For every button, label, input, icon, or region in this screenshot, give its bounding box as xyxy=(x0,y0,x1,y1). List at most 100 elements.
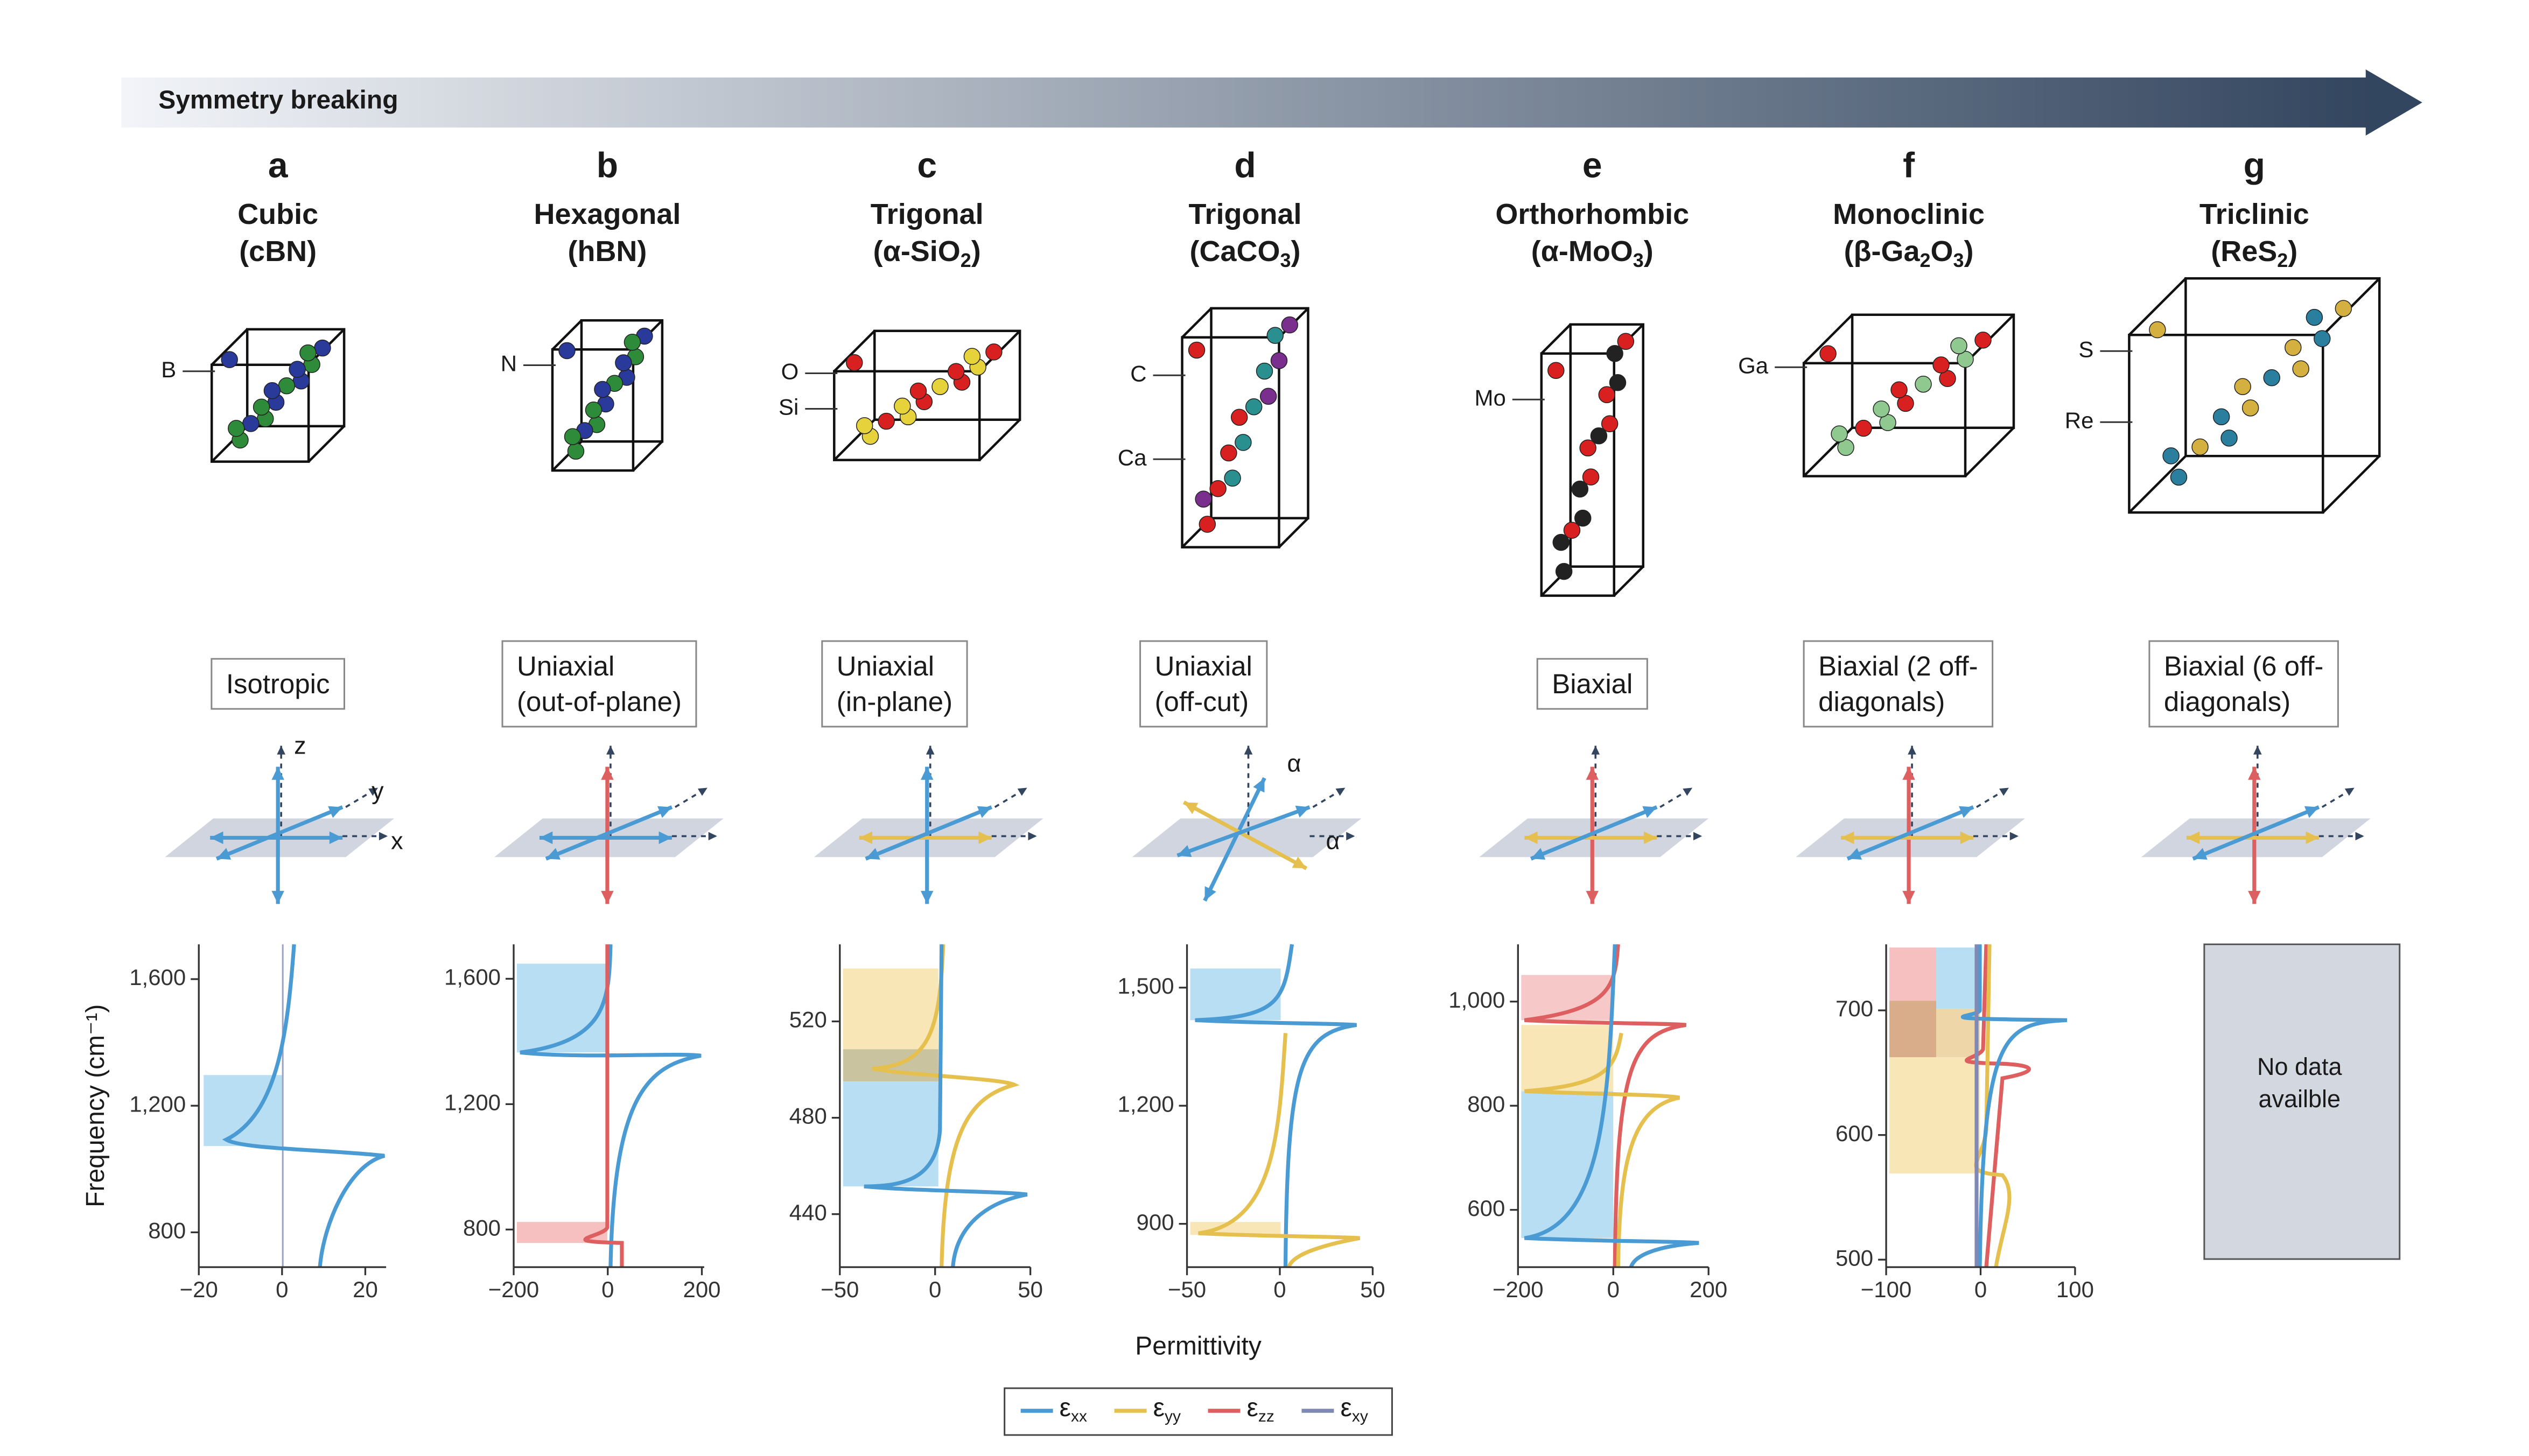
atom xyxy=(624,334,641,351)
atom-label: Re xyxy=(2065,407,2094,433)
atom xyxy=(1598,386,1616,403)
atom xyxy=(1579,439,1596,456)
atom xyxy=(221,351,238,368)
curve xyxy=(864,944,1028,1268)
cell-edge xyxy=(1540,323,1572,355)
symmetry-text: Uniaxial xyxy=(1155,651,1252,681)
legend-subscript: xx xyxy=(1071,1408,1087,1425)
y-tick-label: 800 xyxy=(463,1215,501,1240)
cell-edge xyxy=(1181,307,1213,339)
arrow xyxy=(345,786,379,808)
atom xyxy=(947,363,965,380)
arrow xyxy=(1908,745,1916,836)
axis-name: y xyxy=(372,777,384,804)
panel-letter: a xyxy=(268,145,289,185)
atom xyxy=(931,378,949,395)
x-tick-label: 0 xyxy=(601,1277,614,1302)
legend-label: εyy xyxy=(1153,1394,1181,1425)
arrow-head xyxy=(2186,831,2200,845)
formula-part: 3 xyxy=(1953,249,1964,271)
symmetry-text: Uniaxial xyxy=(837,651,934,681)
formula-part: 3 xyxy=(1633,249,1644,271)
formula-part: ) xyxy=(1644,235,1654,268)
atom xyxy=(1831,425,1848,442)
symmetry-text: Uniaxial xyxy=(517,651,614,681)
symmetry-text: (off-cut) xyxy=(1155,686,1249,717)
y-tick-label: 1,600 xyxy=(444,964,501,989)
curves xyxy=(222,944,2068,1268)
cell-edge xyxy=(211,328,248,366)
y-tick-label: 1,600 xyxy=(129,965,186,990)
arrow xyxy=(545,805,673,861)
arrow xyxy=(926,745,935,836)
cell-edge xyxy=(632,440,663,472)
arrow-head xyxy=(1591,745,1600,755)
arrow xyxy=(1657,832,1703,841)
atom xyxy=(253,398,270,416)
arrow-head xyxy=(328,806,343,818)
x-tick-label: 50 xyxy=(1360,1277,1385,1302)
atom xyxy=(2314,330,2331,347)
arrow xyxy=(1530,805,1658,861)
y-tick-label: 1,200 xyxy=(129,1091,186,1116)
arrow-head xyxy=(1643,831,1657,845)
atom xyxy=(878,412,895,430)
cell-edge xyxy=(978,419,1021,461)
arrow-shaft xyxy=(1846,805,1974,861)
band xyxy=(1889,1001,1937,1058)
atom xyxy=(1571,480,1589,498)
arrow-head xyxy=(1524,831,1538,845)
band xyxy=(1889,1057,1980,1174)
legend-symbol: ε xyxy=(1060,1394,1071,1422)
atom-label: S xyxy=(2078,336,2093,362)
atom xyxy=(1220,444,1237,462)
band xyxy=(843,1081,938,1187)
arrow-head xyxy=(1183,802,1199,814)
arrow-head xyxy=(1847,848,1862,860)
y-tick-label: 480 xyxy=(789,1103,827,1129)
y-tick-label: 520 xyxy=(789,1007,827,1032)
arrow xyxy=(2318,832,2364,841)
x-tick-label: 0 xyxy=(1974,1277,1987,1302)
legend-subscript: zz xyxy=(1258,1408,1274,1425)
atom xyxy=(299,344,317,362)
y-tick-label: 1,000 xyxy=(1448,987,1505,1012)
arrow xyxy=(2186,831,2319,845)
crystal: O Si xyxy=(779,329,1021,461)
y-tick-label: 1,200 xyxy=(1118,1091,1174,1116)
axis-name: x xyxy=(391,827,403,854)
atom xyxy=(1230,409,1248,426)
y-tick-label: 440 xyxy=(789,1200,827,1225)
arrow-head xyxy=(926,745,935,755)
y-tick-label: 600 xyxy=(1836,1121,1873,1146)
formula-part: O xyxy=(1931,235,1953,268)
symmetry-label: Uniaxial (out-of-plane) xyxy=(501,640,697,728)
arrow-shaft xyxy=(1182,800,1308,870)
atom-label: O xyxy=(781,359,799,384)
symmetry-label: Uniaxial (in-plane) xyxy=(821,640,968,728)
arrow-head xyxy=(708,832,717,841)
band xyxy=(517,963,607,1053)
arrow-head xyxy=(1028,832,1037,841)
arrow xyxy=(1176,805,1311,857)
arrow xyxy=(215,805,344,861)
x-axis-label: Permittivity xyxy=(1135,1332,1262,1361)
cell-edge xyxy=(2128,277,2187,336)
atom xyxy=(1552,533,1570,551)
x-tick-label: −20 xyxy=(180,1277,218,1302)
panel-letter: c xyxy=(917,145,937,185)
x-tick-label: 50 xyxy=(1018,1277,1043,1302)
curve xyxy=(872,944,1020,1268)
x-tick-label: −50 xyxy=(1168,1277,1206,1302)
arrow-head xyxy=(1902,766,1915,780)
atom xyxy=(2306,308,2323,326)
arrow-shaft xyxy=(865,805,993,861)
x-tick-label: 0 xyxy=(1607,1277,1620,1302)
arrow-head xyxy=(1295,805,1310,818)
atom xyxy=(856,417,873,434)
atom xyxy=(1188,341,1206,359)
band xyxy=(1936,1009,1980,1058)
arrow xyxy=(674,786,708,808)
arrow-head xyxy=(657,806,672,818)
